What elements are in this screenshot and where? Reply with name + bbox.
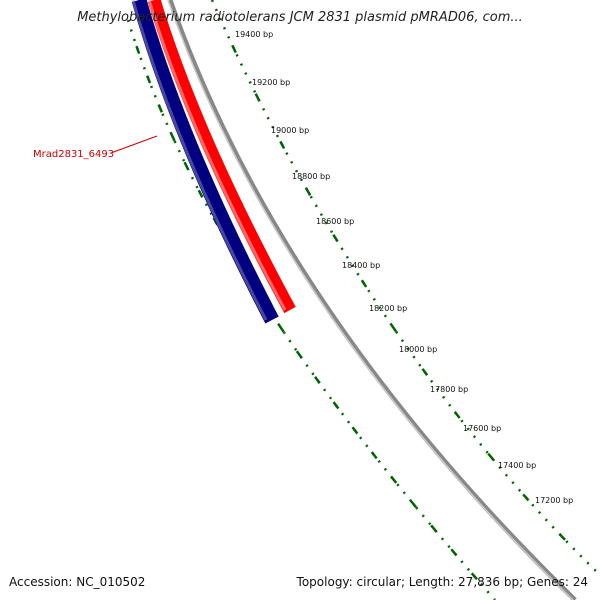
gene-arc-forward (147, 0, 296, 314)
tick-label: 18400 bp (342, 261, 380, 270)
major-tick (450, 548, 458, 557)
major-tick (279, 140, 286, 150)
major-tick (197, 189, 204, 198)
tick-label: 17200 bp (535, 496, 573, 505)
tick-label: 18000 bp (399, 345, 437, 354)
major-tick (453, 410, 461, 419)
tick-label: 17600 bp (463, 424, 501, 433)
major-tick (470, 572, 478, 581)
major-tick (295, 350, 303, 359)
major-tick (421, 368, 429, 377)
tick-label: 17800 bp (430, 385, 468, 394)
outer-major-ticks (231, 44, 566, 541)
inner-tick-ring (126, 19, 496, 600)
gene-label[interactable]: Mrad2831_6493 (33, 149, 114, 160)
tick-label: 18200 bp (369, 304, 407, 313)
major-tick (430, 524, 438, 533)
major-tick (390, 475, 398, 484)
major-tick (135, 45, 141, 55)
major-tick (487, 452, 495, 461)
tick-label: 19400 bp (235, 30, 273, 39)
tick-labels: 19400 bp 19200 bp 19000 bp 18800 bp 1860… (235, 30, 573, 505)
backbone-arc-highlight (167, 0, 574, 600)
tick-label: 19200 bp (252, 78, 290, 87)
major-tick (278, 324, 285, 333)
gene-arc-forward-highlight (147, 0, 287, 311)
major-tick (390, 324, 398, 333)
backbone-arc (167, 0, 577, 600)
major-tick (522, 493, 530, 502)
gene-arc-reverse (131, 0, 279, 324)
major-tick (410, 500, 418, 509)
major-tick (314, 376, 321, 384)
major-tick (183, 161, 190, 170)
gene-arc-reverse-highlight (131, 0, 268, 321)
major-tick (231, 44, 237, 54)
major-tick (558, 533, 566, 541)
major-tick (254, 93, 261, 102)
accession-label: Accession: NC_010502 (9, 575, 146, 589)
map-title: Methylobacterium radiotolerans JCM 2831 … (77, 10, 523, 25)
major-tick (157, 104, 164, 113)
major-tick (332, 234, 339, 243)
tick-label: 17400 bp (498, 461, 536, 470)
major-tick (360, 279, 368, 288)
tick-label: 18600 bp (316, 217, 354, 226)
tick-label: 18800 bp (292, 172, 330, 181)
topology-summary: Topology: circular; Length: 27,836 bp; G… (296, 575, 588, 589)
major-tick (370, 451, 378, 460)
tick-label: 19000 bp (271, 126, 309, 135)
major-tick (305, 187, 312, 196)
major-tick (351, 426, 359, 435)
major-tick (145, 75, 152, 84)
major-tick (170, 133, 176, 142)
major-tick (332, 401, 340, 410)
gene-label-leader (110, 135, 158, 154)
inner-major-ticks (135, 45, 478, 581)
